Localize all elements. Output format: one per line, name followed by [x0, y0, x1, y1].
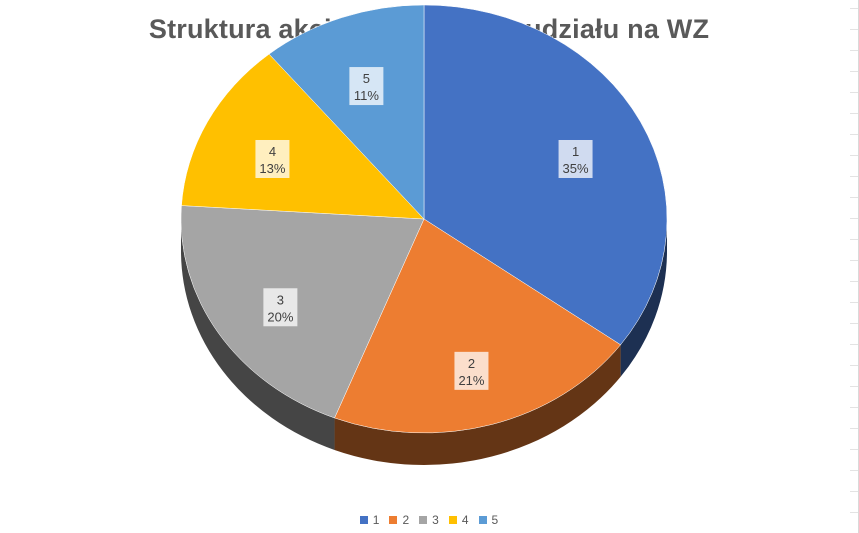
gridline: [850, 302, 858, 303]
gridline: [850, 155, 858, 156]
gridline: [850, 176, 858, 177]
gridline: [850, 197, 858, 198]
legend-label: 5: [491, 513, 499, 527]
gridline: [850, 281, 858, 282]
pie-slice-3[interactable]: [180, 205, 425, 419]
gridline: [850, 407, 858, 408]
pie-slice-4[interactable]: [181, 53, 425, 220]
legend-swatch: [419, 516, 428, 524]
gridline: [850, 260, 858, 261]
gridline: [850, 491, 858, 492]
gridline: [850, 365, 858, 366]
legend-swatch: [478, 516, 487, 524]
legend-label: 3: [432, 513, 439, 527]
data-label-box: [255, 139, 290, 178]
legend-swatch: [389, 516, 398, 524]
data-label-category: 4: [269, 144, 276, 159]
legend-item-4[interactable]: 4: [448, 513, 469, 527]
slice-side-1: [620, 219, 667, 377]
legend-item-3[interactable]: 3: [419, 513, 439, 527]
data-label-category: 5: [363, 71, 370, 86]
gridline: [850, 71, 858, 72]
legend-item-1[interactable]: 1: [359, 513, 380, 527]
gridline: [850, 8, 858, 9]
data-label-percent: 21%: [458, 373, 484, 388]
gridline: [850, 323, 858, 324]
data-label-category: 2: [468, 356, 475, 371]
pie-3d-sides: [180, 219, 667, 465]
legend-label: 2: [402, 513, 410, 527]
legend-label: 1: [372, 513, 380, 527]
gridline: [850, 50, 858, 51]
gridline: [850, 428, 858, 429]
data-label-box: [263, 288, 298, 327]
pie-slices: [180, 4, 668, 434]
pie-data-labels: 135%221%320%413%511%: [255, 67, 593, 390]
data-label-4: 413%: [255, 139, 290, 178]
slice-side-2: [334, 344, 621, 465]
data-label-box: [454, 351, 489, 390]
data-label-category: 3: [277, 292, 284, 307]
data-label-1: 135%: [558, 139, 593, 178]
gridline: [850, 218, 858, 219]
data-label-2: 221%: [454, 351, 489, 390]
pie-slice-2[interactable]: [334, 218, 621, 434]
slice-side-3: [180, 219, 335, 450]
gridline: [850, 386, 858, 387]
data-label-percent: 20%: [267, 309, 293, 324]
gridline: [850, 470, 858, 471]
gridline: [850, 134, 858, 135]
legend-swatch: [448, 516, 457, 524]
gridline: [850, 512, 858, 513]
legend-label: 4: [461, 513, 469, 527]
legend-item-5[interactable]: 5: [478, 513, 499, 527]
pie-slice-5[interactable]: [268, 4, 425, 220]
gridline: [850, 29, 858, 30]
data-label-category: 1: [572, 144, 579, 159]
legend-item-2[interactable]: 2: [389, 513, 409, 527]
data-label-3: 320%: [263, 288, 298, 327]
data-label-box: [558, 139, 593, 178]
gridline: [850, 92, 858, 93]
data-label-percent: 13%: [259, 161, 285, 176]
data-label-percent: 11%: [354, 88, 379, 103]
pie-slice-1[interactable]: [423, 4, 668, 346]
gridline: [850, 344, 858, 345]
data-label-5: 511%: [349, 67, 384, 106]
data-label-box: [349, 67, 384, 106]
legend-swatch: [359, 516, 368, 524]
sheet-gridlines: [850, 0, 858, 533]
gridline: [850, 239, 858, 240]
gridline: [850, 113, 858, 114]
gridline: [850, 449, 858, 450]
chart-legend: 1 2 3 4 5: [0, 513, 858, 527]
data-label-percent: 35%: [563, 161, 589, 176]
